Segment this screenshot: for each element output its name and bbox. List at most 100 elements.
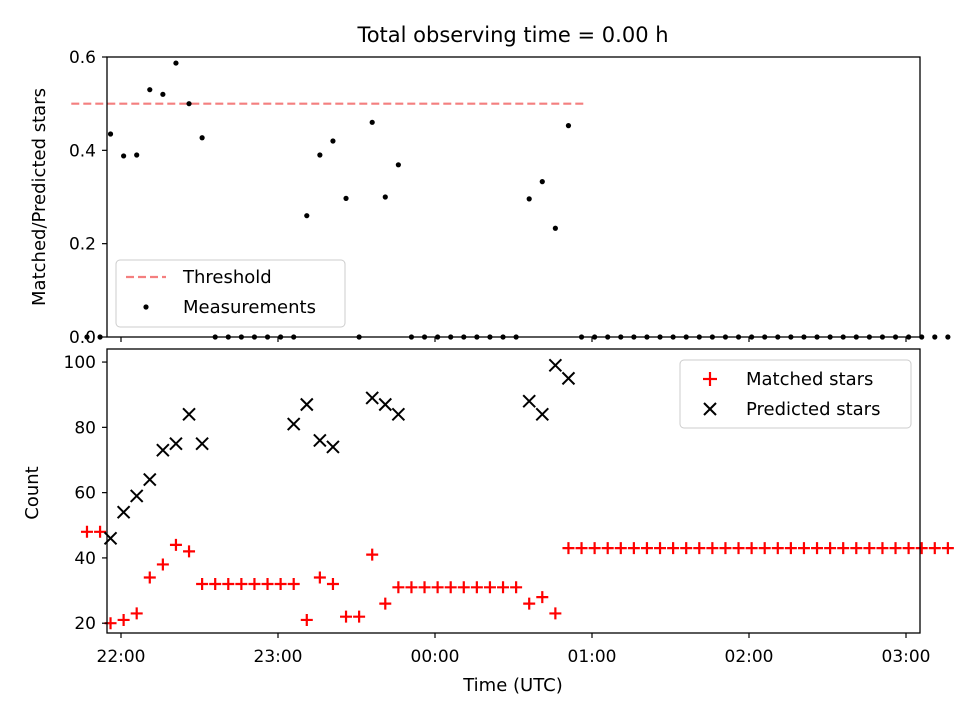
measurement-point bbox=[97, 334, 103, 340]
measurement-point bbox=[134, 152, 140, 158]
matched-star-point bbox=[209, 578, 222, 591]
matched-star-point bbox=[876, 542, 889, 555]
count-plot-y-axis-label: Count bbox=[22, 466, 43, 519]
matched-star-point bbox=[850, 542, 863, 555]
matched-star-point bbox=[863, 542, 876, 555]
matched-star-point bbox=[562, 542, 575, 555]
legend-matched-label: Matched stars bbox=[746, 369, 873, 390]
matched-star-point bbox=[80, 525, 93, 538]
matched-star-point bbox=[928, 542, 941, 555]
matched-star-point bbox=[549, 607, 562, 620]
ratio-plot-y-axis-label: Matched/Predicted stars bbox=[29, 88, 50, 306]
matched-star-point bbox=[784, 542, 797, 555]
predicted-star-point bbox=[300, 397, 314, 412]
predicted-star-point bbox=[156, 443, 170, 457]
predicted-star-point bbox=[129, 489, 144, 503]
matched-star-point bbox=[300, 613, 313, 626]
predicted-star-point bbox=[182, 407, 196, 421]
matched-star-point bbox=[510, 581, 523, 594]
matched-star-point bbox=[941, 542, 954, 555]
matched-star-point bbox=[196, 578, 209, 591]
y-tick-label: 40 bbox=[74, 549, 96, 569]
matched-star-point bbox=[758, 542, 771, 555]
matched-star-point bbox=[706, 542, 719, 555]
matched-star-point bbox=[313, 571, 326, 584]
ratio-plot-frame bbox=[106, 56, 921, 338]
matched-star-point bbox=[431, 581, 444, 594]
matched-star-point bbox=[392, 581, 405, 594]
x-axis-label: Time (UTC) bbox=[462, 675, 563, 696]
y-tick-label: 0.6 bbox=[69, 48, 96, 68]
measurement-point bbox=[173, 60, 179, 66]
matched-star-point bbox=[366, 548, 379, 561]
matched-star-point bbox=[274, 578, 287, 591]
measurement-point bbox=[186, 101, 192, 107]
y-tick-label: 80 bbox=[74, 418, 96, 438]
matched-star-point bbox=[183, 545, 196, 558]
measurement-point bbox=[539, 179, 545, 185]
measurement-point bbox=[84, 334, 90, 340]
matched-star-point bbox=[418, 581, 431, 594]
legend-measurements-swatch bbox=[143, 304, 149, 310]
matched-star-point bbox=[130, 607, 143, 620]
x-tick-label: 01:00 bbox=[568, 647, 617, 667]
matched-star-point bbox=[405, 581, 418, 594]
count-plot-legend: Matched stars Predicted stars bbox=[679, 359, 912, 429]
measurement-point bbox=[160, 91, 166, 97]
matched-star-point bbox=[640, 542, 653, 555]
predicted-star-point bbox=[116, 505, 131, 519]
x-tick-label: 22:00 bbox=[97, 647, 146, 667]
predicted-star-point bbox=[378, 397, 392, 412]
matched-star-point bbox=[523, 597, 536, 610]
y-tick-label: 0.2 bbox=[69, 235, 96, 255]
predicted-star-point bbox=[286, 417, 301, 431]
measurement-point bbox=[945, 334, 951, 340]
measurement-point bbox=[565, 123, 572, 129]
matched-star-point bbox=[915, 542, 928, 555]
predicted-star-point bbox=[169, 436, 183, 451]
matched-star-point bbox=[654, 542, 667, 555]
matched-star-point bbox=[771, 542, 784, 555]
matched-star-point bbox=[248, 578, 261, 591]
matched-star-point bbox=[117, 613, 130, 626]
count-plot: 20 40 60 80 100 22:00 23:00 00:00 01:00 02:00 03:0… bbox=[22, 348, 954, 696]
measurement-point bbox=[304, 213, 310, 219]
matched-star-point bbox=[483, 581, 496, 594]
predicted-star-point bbox=[195, 436, 209, 451]
matched-star-point bbox=[575, 542, 588, 555]
predicted-star-point bbox=[561, 371, 576, 386]
y-tick-label: 60 bbox=[74, 484, 96, 504]
legend-predicted-swatch bbox=[703, 402, 717, 416]
matched-star-point bbox=[588, 542, 601, 555]
matched-star-point bbox=[457, 581, 470, 594]
measurement-point bbox=[382, 194, 388, 200]
matched-star-point bbox=[837, 542, 850, 555]
y-tick-label: 100 bbox=[64, 353, 96, 373]
matched-star-point bbox=[444, 581, 457, 594]
measurement-point bbox=[147, 87, 153, 93]
matched-star-point bbox=[287, 578, 300, 591]
matched-star-point bbox=[235, 578, 248, 591]
predicted-star-point bbox=[143, 472, 157, 487]
matched-star-point bbox=[379, 597, 392, 610]
legend-matched-swatch bbox=[703, 372, 717, 386]
matched-star-point bbox=[261, 578, 274, 591]
matched-star-point bbox=[497, 581, 510, 594]
legend-measurements-label: Measurements bbox=[183, 297, 316, 318]
predicted-star-point bbox=[391, 407, 406, 421]
ratio-plot-legend: Threshold Measurements bbox=[115, 259, 346, 328]
matched-star-point bbox=[719, 542, 732, 555]
measurement-point bbox=[317, 152, 323, 158]
predicted-star-point bbox=[548, 358, 563, 373]
legend-predicted-label: Predicted stars bbox=[746, 399, 880, 420]
measurement-point bbox=[552, 225, 558, 231]
x-tick-label: 02:00 bbox=[725, 647, 774, 667]
figure-title: Total observing time = 0.00 h bbox=[356, 23, 668, 47]
matched-star-point bbox=[627, 542, 640, 555]
predicted-star-point bbox=[313, 433, 327, 448]
count-plot-frame bbox=[106, 348, 921, 634]
matched-star-point bbox=[680, 542, 693, 555]
legend-box bbox=[679, 359, 912, 429]
measurement-point bbox=[395, 162, 401, 168]
y-tick-label: 20 bbox=[74, 614, 96, 634]
